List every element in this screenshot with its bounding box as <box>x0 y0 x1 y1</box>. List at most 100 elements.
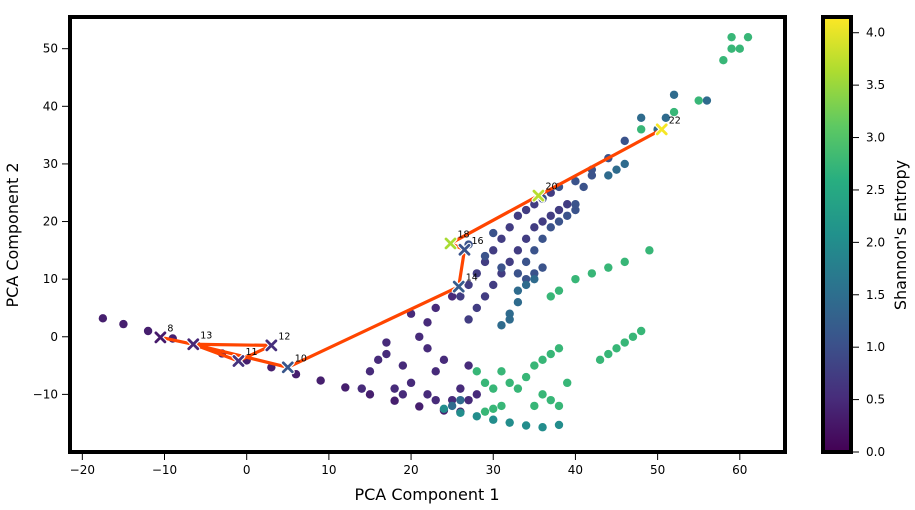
path-marker-14: 14 <box>451 273 478 294</box>
data-point <box>497 234 506 244</box>
data-point <box>431 303 440 313</box>
data-point <box>620 159 629 169</box>
data-point <box>719 56 728 65</box>
data-point <box>521 372 531 382</box>
data-point <box>546 292 555 301</box>
y-tick-label: 0 <box>50 330 58 344</box>
data-point <box>357 384 366 393</box>
data-point <box>423 390 432 399</box>
data-point <box>554 420 564 430</box>
data-point <box>521 274 531 284</box>
data-point <box>472 269 482 278</box>
data-point <box>439 404 449 413</box>
data-point <box>620 136 629 146</box>
data-point <box>456 384 465 393</box>
data-point <box>563 200 572 209</box>
x-axis-title: PCA Component 1 <box>354 485 499 504</box>
x-tick-label: 50 <box>650 463 665 477</box>
colorbar-gradient <box>823 17 851 452</box>
data-point <box>513 286 523 295</box>
data-point <box>571 177 580 186</box>
colorbar-frame <box>821 15 853 454</box>
data-point <box>694 96 703 105</box>
colorbar-title: Shannon's Entropy <box>891 160 910 310</box>
path-marker-20: 20 <box>531 182 558 203</box>
data-point <box>119 319 128 329</box>
colorbar-tick-label: 0.5 <box>866 393 885 407</box>
data-point <box>521 234 531 244</box>
data-point <box>579 182 588 192</box>
data-point <box>554 344 564 353</box>
data-point <box>480 407 490 416</box>
data-point <box>431 395 440 405</box>
data-point <box>612 344 621 353</box>
path-label-12: 12 <box>278 331 290 342</box>
data-point <box>530 274 539 284</box>
data-point <box>521 257 531 267</box>
trajectory-line <box>160 127 663 369</box>
data-point <box>620 338 629 347</box>
y-tick-label: 40 <box>43 99 58 113</box>
data-point <box>628 332 638 341</box>
data-point <box>489 384 498 393</box>
data-point <box>489 228 498 238</box>
x-axis-ticks: −20 −10 0 10 20 30 40 50 60 <box>70 454 747 477</box>
data-point <box>489 404 498 413</box>
data-point <box>538 390 547 399</box>
plot-frame <box>68 15 787 454</box>
data-point <box>669 107 679 117</box>
data-point <box>497 401 506 411</box>
data-point <box>513 384 523 393</box>
colorbar-ticks: 0.0 0.5 1.0 1.5 2.0 2.5 3.0 3.5 4.0 <box>853 26 885 459</box>
data-point <box>604 349 613 359</box>
data-point <box>571 200 580 209</box>
data-point <box>743 32 753 42</box>
data-point <box>505 257 514 267</box>
y-tick-label: 10 <box>43 272 58 286</box>
y-tick-label: −10 <box>33 387 58 401</box>
data-point <box>365 390 375 399</box>
x-tick-label: −10 <box>152 463 177 477</box>
data-point <box>554 217 564 226</box>
path-marker-22: 22 <box>654 115 681 137</box>
data-point <box>636 113 646 123</box>
path-label-14: 14 <box>466 273 478 284</box>
data-point <box>735 44 744 53</box>
colorbar-tick-label: 2.0 <box>866 235 885 249</box>
data-point <box>456 395 465 405</box>
data-point <box>373 355 383 365</box>
data-point <box>447 395 457 405</box>
data-point <box>513 269 523 278</box>
data-point <box>390 384 399 393</box>
path-label-22: 22 <box>669 115 681 126</box>
x-tick-label: 30 <box>486 463 501 477</box>
data-point <box>587 171 597 180</box>
data-point <box>489 415 498 424</box>
data-point <box>669 90 679 99</box>
x-tick-label: 10 <box>321 463 336 477</box>
data-point <box>661 113 671 123</box>
path-label-11: 11 <box>245 347 257 358</box>
path-marker-18: 18 <box>443 229 470 251</box>
path-label-8: 8 <box>167 323 173 334</box>
data-point <box>447 401 457 411</box>
colorbar-tick-label: 3.5 <box>866 78 885 92</box>
data-point <box>563 211 572 220</box>
data-point <box>431 367 440 376</box>
data-point <box>398 390 408 399</box>
data-point <box>636 125 646 134</box>
data-point <box>464 395 473 405</box>
data-point <box>538 234 547 244</box>
colorbar-tick-label: 2.5 <box>866 183 885 197</box>
data-point <box>472 303 482 313</box>
data-point <box>521 421 531 430</box>
data-point <box>546 349 555 359</box>
data-point <box>513 246 523 255</box>
data-point <box>464 280 473 290</box>
data-point <box>530 401 539 411</box>
data-point <box>505 309 514 318</box>
data-point <box>472 390 482 399</box>
x-tick-label: −20 <box>70 463 95 477</box>
data-point <box>382 349 391 359</box>
